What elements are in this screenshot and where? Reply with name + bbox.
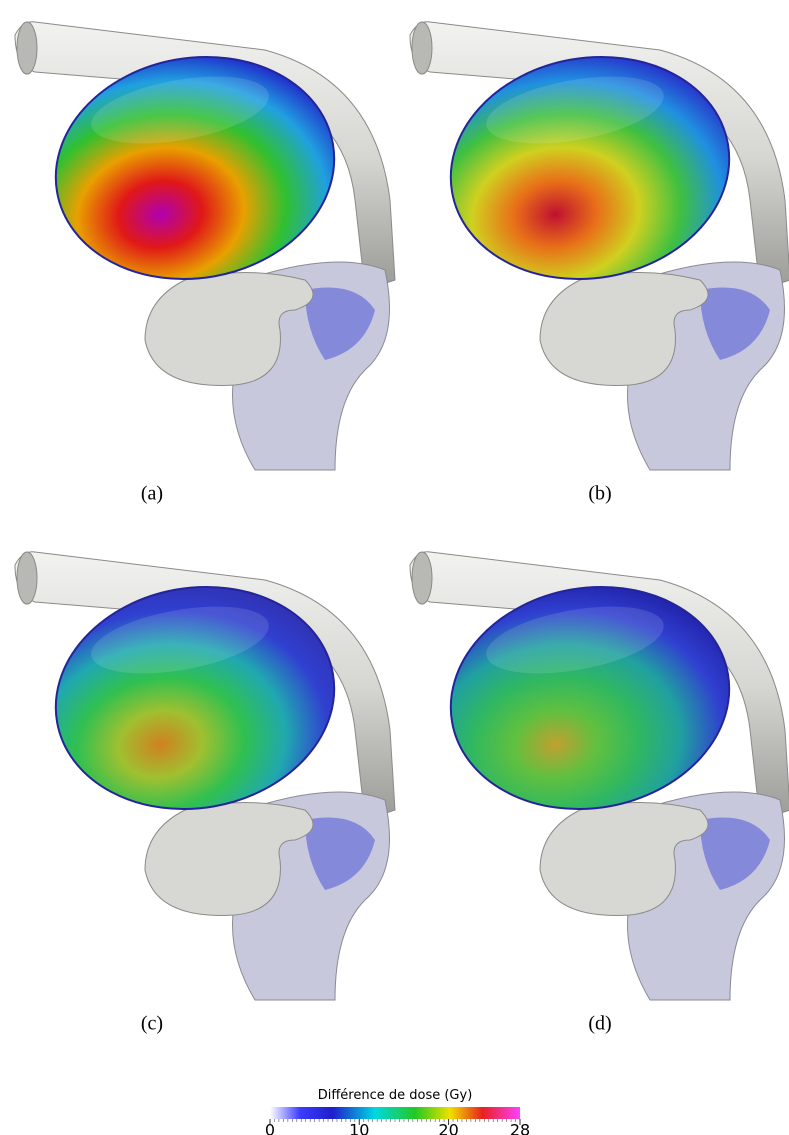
lower-vessel-shade — [700, 287, 770, 360]
colorbar — [270, 1107, 520, 1119]
highlight — [91, 606, 269, 674]
vessel-end — [411, 21, 433, 75]
tick-label: 28 — [510, 1121, 530, 1135]
tick-label: 0 — [265, 1121, 275, 1135]
render-panel — [14, 551, 396, 1001]
highlight — [486, 76, 664, 144]
panel-caption: (d) — [588, 1013, 611, 1035]
appendage — [144, 802, 314, 916]
lower-vessel-shade — [700, 817, 770, 890]
tick-label: 20 — [438, 1121, 458, 1135]
highlight — [486, 606, 664, 674]
tick-label: 10 — [349, 1121, 369, 1135]
panels — [14, 21, 789, 1001]
colorbar-title: Différence de dose (Gy) — [318, 1088, 473, 1103]
atrium — [54, 55, 336, 281]
render-panel — [14, 21, 396, 471]
panel-caption: (b) — [588, 483, 611, 505]
lower-vessel-shade — [305, 287, 375, 360]
colorbar-ticks: 0 10 20 28 — [265, 1119, 530, 1135]
vessel-end — [16, 21, 38, 75]
render-panel — [409, 551, 789, 1001]
atrium — [449, 55, 731, 281]
panel-caption: (a) — [141, 483, 163, 505]
panel-caption: (c) — [141, 1013, 163, 1035]
highlight — [91, 76, 269, 144]
vessel-end — [16, 551, 38, 605]
atrium — [449, 585, 731, 811]
appendage — [539, 802, 709, 916]
render-panel — [409, 21, 789, 471]
atrium — [54, 585, 336, 811]
appendage — [144, 272, 314, 386]
appendage — [539, 272, 709, 386]
lower-vessel-shade — [305, 817, 375, 890]
vessel-end — [411, 551, 433, 605]
